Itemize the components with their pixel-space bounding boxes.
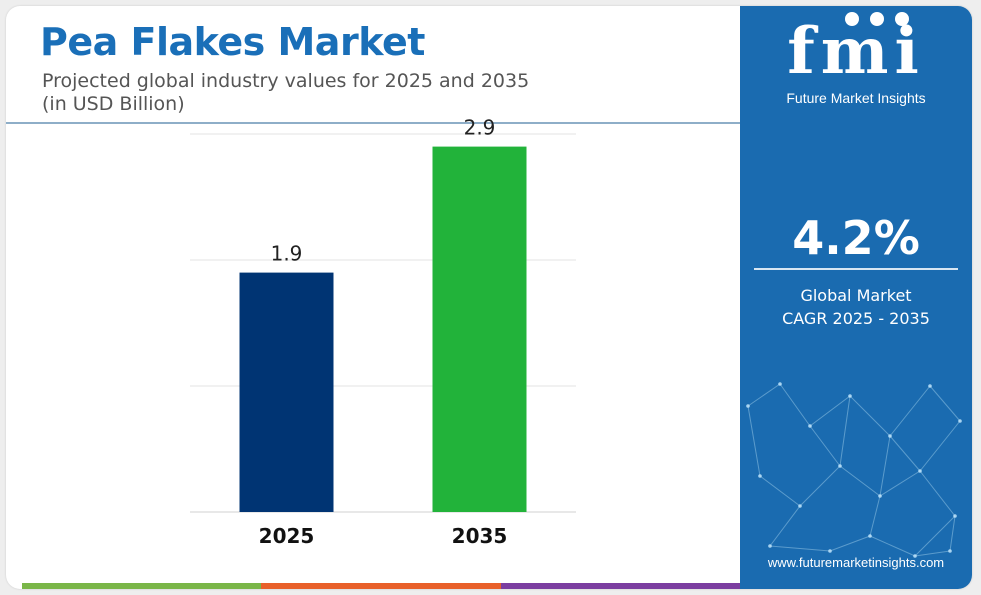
data-label-2025: 1.9 (271, 242, 303, 266)
subtitle-line-2: (in USD Billion) (42, 93, 185, 115)
network-node-3 (848, 394, 852, 398)
network-line-19 (869, 535, 916, 557)
network-node-8 (798, 504, 802, 508)
network-line-7 (759, 475, 801, 507)
network-node-13 (768, 544, 772, 548)
strip-segment-0 (22, 583, 262, 589)
network-line-20 (914, 515, 956, 557)
logo-icons (822, 12, 932, 34)
network-line-23 (889, 435, 921, 472)
cagr-label: Global Market CAGR 2025 - 2035 (740, 284, 972, 330)
data-label-2035: 2.9 (464, 116, 496, 140)
network-line-8 (799, 465, 841, 507)
network-line-22 (839, 395, 851, 467)
network-node-11 (918, 469, 922, 473)
network-node-15 (868, 534, 872, 538)
x-tick-label-2025: 2025 (259, 524, 315, 548)
network-node-9 (838, 464, 842, 468)
network-line-17 (829, 535, 871, 552)
network-node-4 (888, 434, 892, 438)
network-node-17 (948, 549, 952, 553)
logo-subtext: Future Market Insights (786, 90, 926, 106)
strip-segment-2 (500, 583, 740, 589)
network-node-16 (913, 554, 917, 558)
cagr-divider (754, 268, 958, 270)
network-line-6 (747, 405, 761, 477)
chart-icon (895, 12, 909, 26)
page-subtitle: Projected global industry values for 202… (42, 70, 529, 116)
network-line-3 (849, 395, 891, 437)
network-line-0 (747, 383, 781, 407)
network-line-12 (879, 470, 921, 497)
network-line-9 (809, 425, 841, 467)
page-title: Pea Flakes Market (40, 20, 425, 64)
network-line-21 (914, 550, 951, 557)
title-divider (6, 122, 740, 124)
network-line-1 (779, 383, 811, 427)
network-node-14 (828, 549, 832, 553)
network-line-24 (949, 515, 956, 552)
network-line-2 (809, 395, 851, 427)
cagr-label-line-2: CAGR 2025 - 2035 (782, 309, 930, 328)
network-pattern-decoration (746, 382, 962, 558)
globe-icon (845, 12, 859, 26)
network-node-5 (928, 384, 932, 388)
network-line-15 (769, 505, 801, 547)
network-line-4 (889, 385, 931, 437)
cagr-value: 4.2% (792, 211, 920, 265)
bar-chart: 1.9 2025 2.9 2035 (190, 116, 576, 548)
website-link[interactable]: www.futuremarketinsights.com (767, 555, 945, 570)
person-icon (870, 12, 884, 26)
network-line-16 (769, 545, 831, 552)
fmi-logo: fmi (787, 14, 925, 89)
network-node-2 (808, 424, 812, 428)
infographic-card: Pea Flakes Market Projected global indus… (6, 6, 972, 589)
network-node-10 (878, 494, 882, 498)
network-line-18 (869, 495, 881, 537)
network-line-5 (929, 385, 961, 422)
strip-segment-1 (261, 583, 501, 589)
network-node-1 (778, 382, 782, 386)
network-line-14 (919, 470, 956, 517)
bar-2025 (239, 272, 334, 512)
bottom-color-strip (22, 583, 740, 589)
network-node-12 (953, 514, 957, 518)
network-node-7 (758, 474, 762, 478)
network-line-11 (879, 435, 891, 497)
sidebar-panel: fmi Future Market Insights 4.2% Global M… (740, 6, 972, 589)
network-line-10 (839, 465, 881, 497)
bar-2035 (432, 146, 527, 512)
network-line-13 (919, 420, 961, 472)
network-node-0 (746, 404, 750, 408)
network-node-6 (958, 419, 962, 423)
cagr-label-line-1: Global Market (800, 286, 912, 305)
subtitle-line-1: Projected global industry values for 202… (42, 70, 530, 92)
x-tick-label-2035: 2035 (452, 524, 508, 548)
